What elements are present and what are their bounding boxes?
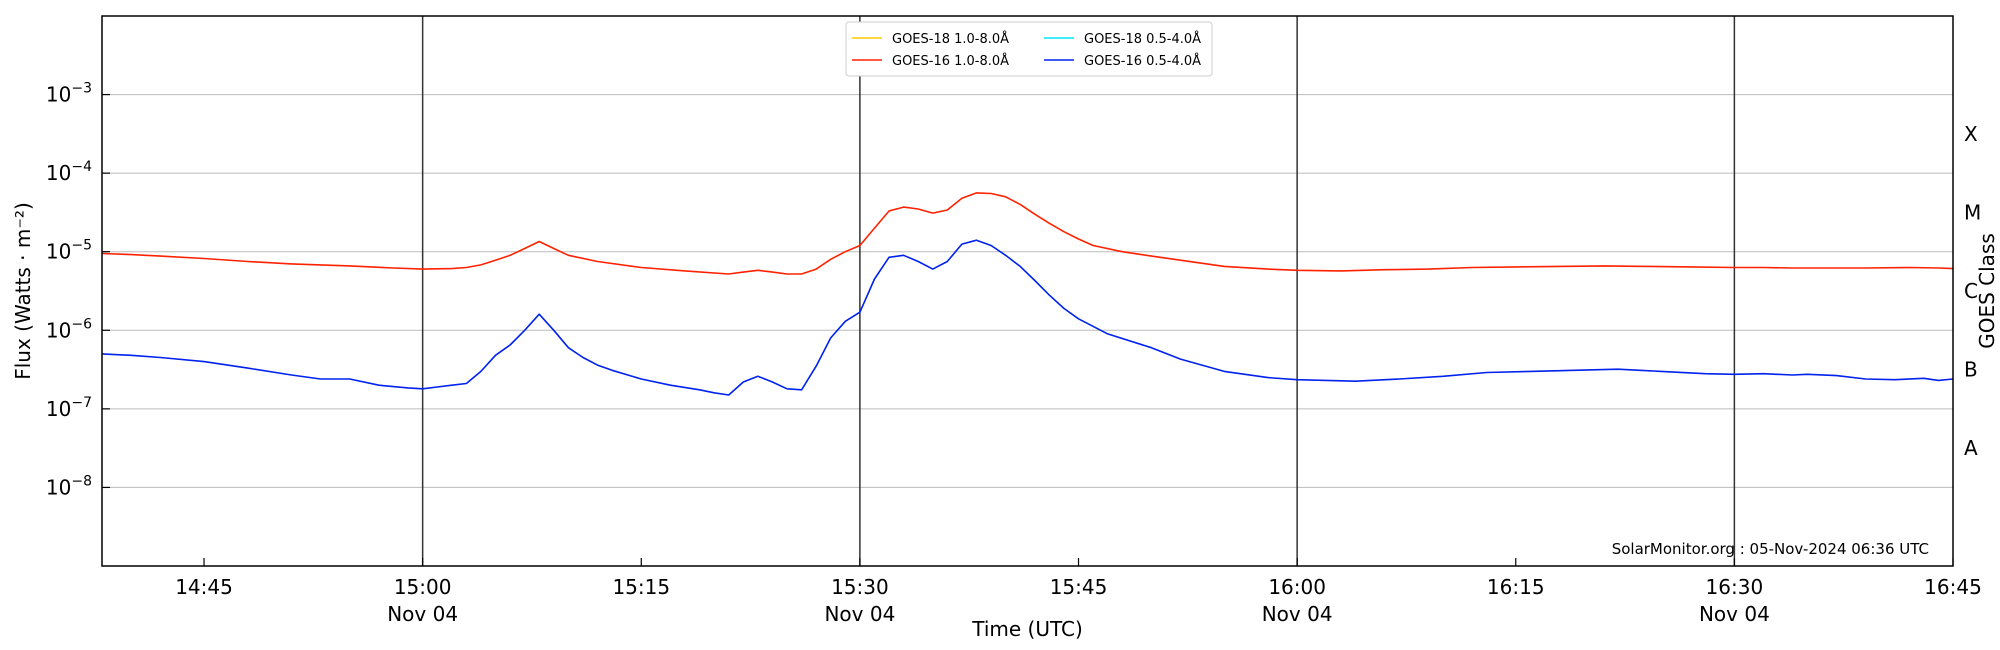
grid-lines: [102, 94, 1953, 488]
legend-box: [845, 21, 1213, 77]
x-tick-date-label: Nov 04: [1262, 602, 1333, 626]
x-tick-date-label: Nov 04: [1699, 602, 1770, 626]
x-axis-label: Time (UTC): [971, 617, 1083, 641]
x-tick-label: 15:15: [612, 575, 670, 599]
series-line: [101, 239, 1954, 396]
plot-frame: [101, 15, 1954, 567]
x-tick-label: 14:45: [175, 575, 233, 599]
y-axis-label: Flux (Watts · m⁻²): [11, 202, 35, 380]
series-line: [101, 192, 1954, 275]
y-tick-label: 10−8: [46, 473, 92, 499]
credit-text: SolarMonitor.org : 05-Nov-2024 06:36 UTC: [1612, 540, 1929, 558]
plot-series: [101, 192, 1954, 396]
goes-class-tick-label: M: [1964, 200, 1981, 224]
x-tick-date-label: Nov 04: [824, 602, 895, 626]
x-tick-label: 15:00: [394, 575, 452, 599]
x-tick-label: 15:45: [1050, 575, 1108, 599]
x-tick-date-label: Nov 04: [387, 602, 458, 626]
y-axis: 10−8 10−7 10−6 10−5 10−4 10−3: [46, 81, 110, 499]
x-tick-label: 16:00: [1268, 575, 1326, 599]
x-tick-label: 16:15: [1487, 575, 1545, 599]
y-tick-label: 10−6: [46, 316, 92, 342]
x-tick-label: 15:30: [831, 575, 889, 599]
goes-class-tick-label: C: [1964, 279, 1978, 303]
goes-class-axis: A B C M X: [1964, 122, 1981, 460]
x-tick-label: 16:30: [1706, 575, 1764, 599]
y-tick-label: 10−3: [46, 81, 92, 107]
legend-entry: GOES-16 0.5-4.0Å: [1084, 53, 1201, 69]
goes-class-tick-label: X: [1964, 122, 1978, 146]
day-marker-lines: [421, 16, 1736, 566]
goes-class-label: GOES Class: [1975, 233, 1999, 349]
legend-entry: GOES-18 0.5-4.0Å: [1084, 31, 1201, 47]
x-tick-label: 16:45: [1924, 575, 1982, 599]
legend-entry: GOES-16 1.0-8.0Å: [892, 53, 1009, 69]
legend: GOES-18 1.0-8.0Å GOES-16 1.0-8.0Å GOES-18 …: [845, 21, 1213, 77]
x-axis: 14:45 15:00 Nov 04 15:15 15:30 Nov 04 15:45 16:…: [175, 558, 1982, 626]
goes-class-tick-label: A: [1964, 436, 1978, 460]
goes-class-tick-label: B: [1964, 358, 1978, 382]
y-tick-label: 10−4: [46, 159, 92, 185]
y-tick-label: 10−5: [46, 238, 92, 264]
y-tick-label: 10−7: [46, 395, 92, 421]
legend-entry: GOES-18 1.0-8.0Å: [892, 31, 1009, 47]
